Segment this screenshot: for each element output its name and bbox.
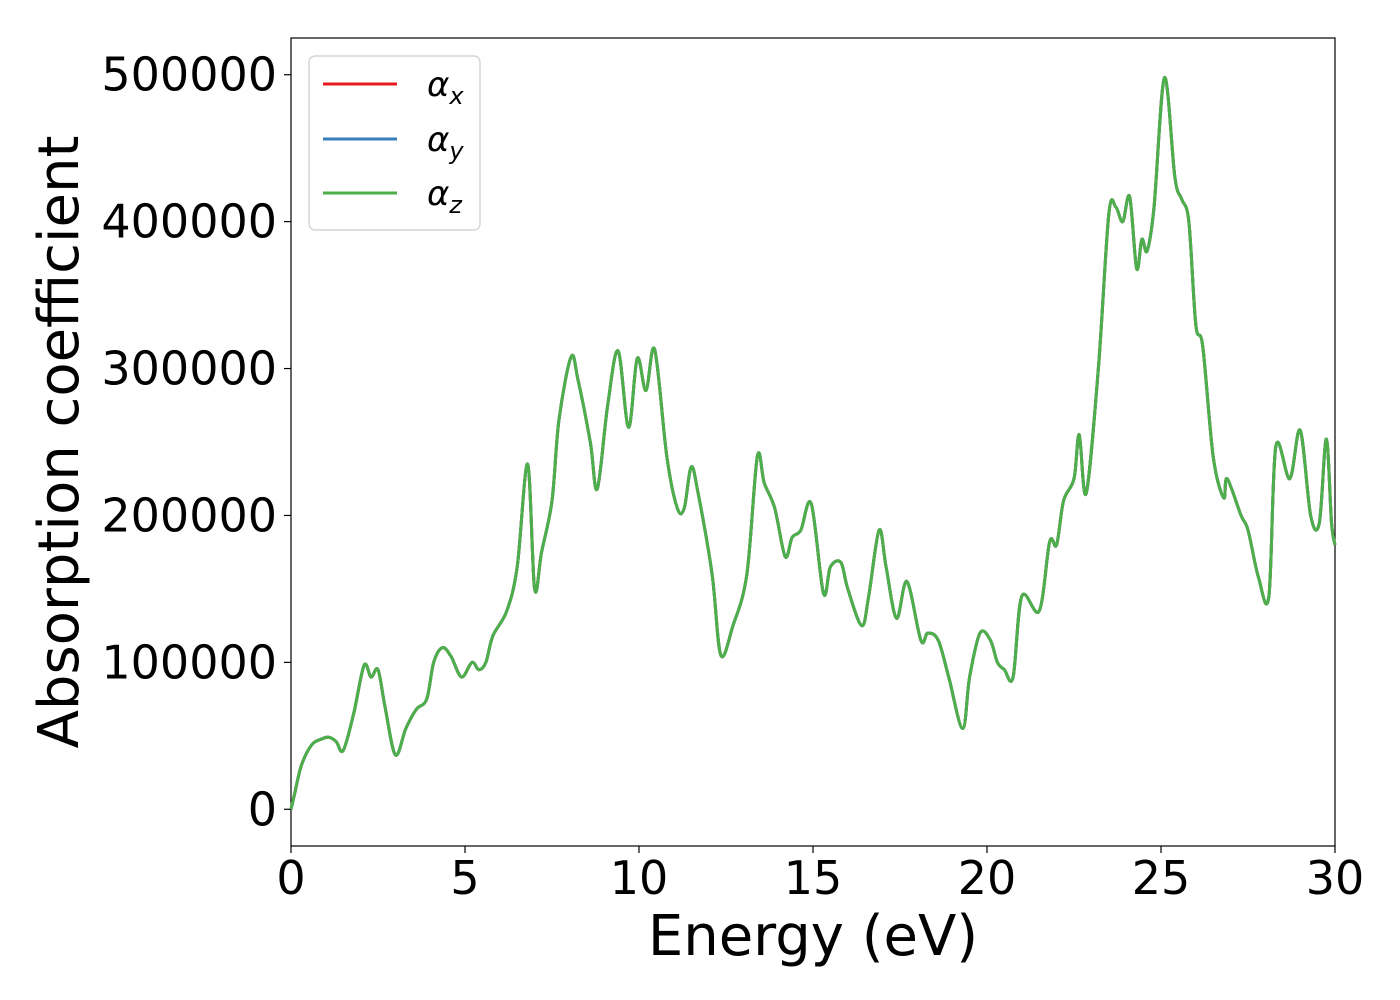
legend-label-alpha-y-symbol: α	[427, 120, 449, 160]
legend-label-alpha-z: αz	[427, 174, 463, 219]
x-tick-label: 25	[1132, 851, 1191, 905]
y-axis-ticks: 0 100000 200000 300000 400000 500000	[101, 48, 291, 836]
legend-label-alpha-x-sub: x	[448, 82, 464, 110]
legend-label-alpha-x: αx	[427, 65, 464, 110]
x-tick-label: 0	[276, 851, 305, 905]
x-tick-label: 30	[1306, 851, 1365, 905]
legend: αx αy αz	[308, 55, 481, 231]
x-axis-ticks: 0 5 10 15 20 25 30	[276, 846, 1364, 905]
y-tick-label: 300000	[101, 342, 277, 396]
y-axis-label: Absorption coefficient	[27, 136, 92, 749]
y-tick-label: 500000	[101, 48, 277, 102]
y-tick-label: 400000	[101, 195, 277, 249]
legend-label-alpha-z-sub: z	[448, 191, 463, 219]
x-tick-label: 5	[450, 851, 479, 905]
x-tick-label: 20	[958, 851, 1017, 905]
y-tick-label: 0	[248, 782, 277, 836]
legend-label-alpha-y-sub: y	[448, 137, 464, 165]
legend-label-alpha-z-symbol: α	[427, 174, 449, 214]
legend-label-alpha-x-symbol: α	[427, 65, 449, 105]
x-tick-label: 15	[784, 851, 843, 905]
y-tick-label: 200000	[101, 488, 277, 542]
y-tick-label: 100000	[101, 635, 277, 689]
series-line-alpha-z	[289, 76, 1337, 810]
x-axis-label: Energy (eV)	[648, 904, 978, 969]
x-tick-label: 10	[610, 851, 669, 905]
legend-box	[308, 55, 481, 231]
legend-label-alpha-y: αy	[427, 120, 464, 165]
series-lines	[289, 76, 1337, 810]
